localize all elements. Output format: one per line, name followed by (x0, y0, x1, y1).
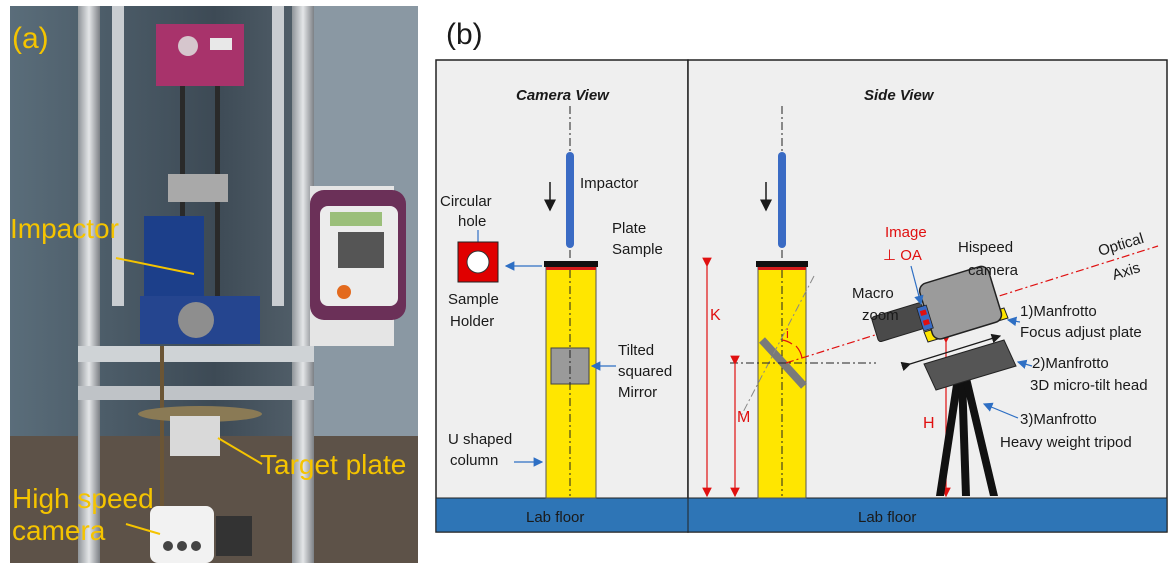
dimension-K-label: K (710, 307, 721, 324)
mirror-label-line3: Mirror (618, 384, 657, 401)
top-clamp-hole (178, 36, 198, 56)
panel-b-label: (b) (446, 18, 483, 51)
plate-label-line2: Sample (612, 241, 663, 258)
focus-plate-pointer (1006, 316, 1021, 327)
sample-holder-line2: Holder (450, 313, 494, 330)
sample-holder-line1: Sample (448, 291, 499, 308)
plate-label-line1: Plate (612, 220, 646, 237)
lower-table (78, 346, 314, 362)
lab-floor-right (687, 497, 1168, 533)
macro-zoom-line1: Macro (852, 285, 894, 302)
top-clamp-label (210, 38, 232, 50)
camera-mount (216, 516, 252, 556)
mirror-label-line1: Tilted (618, 342, 654, 359)
tripod-line2: Heavy weight tripod (1000, 434, 1132, 451)
target-plate-pointer (217, 437, 263, 465)
circular-hole-line1: Circular (440, 193, 492, 210)
lab-floor-label-right: Lab floor (858, 509, 916, 526)
camera-view-impactor (566, 152, 574, 248)
impactor-annotation: Impactor (10, 213, 119, 244)
camera-pointer (125, 523, 161, 535)
controller-screen (330, 212, 382, 226)
tripod-pointer (982, 402, 1019, 419)
impactor-rod (160, 346, 164, 563)
column-label-line1: U shaped (448, 431, 512, 448)
tilt-head (923, 339, 1017, 391)
top-clamp-block (156, 24, 244, 86)
mirror-normal (739, 275, 815, 419)
focus-plate-line1: 1)Manfrotto (1020, 303, 1097, 320)
camera-view-title: Camera View (516, 87, 610, 104)
sensor-dot-2 (922, 319, 930, 326)
lower-crossbar (78, 386, 314, 400)
mirror-label-line2: squared (618, 363, 672, 380)
camera-lens-1 (163, 541, 173, 551)
image-pointer (910, 265, 924, 306)
right-rail (292, 6, 314, 563)
gear (178, 302, 214, 338)
crosshead (168, 174, 228, 202)
tilt-adjust-arrow (900, 333, 1002, 372)
hispeed-camera-line2: camera (968, 262, 1019, 279)
target-plate-annotation: Target plate (260, 449, 406, 480)
plate-sample-right-red (758, 267, 806, 270)
lab-floor-left (435, 497, 689, 533)
photo-panel-a: (a) Impactor Target plate High speed cam… (10, 6, 418, 563)
plate-sample-red (546, 267, 596, 270)
column-label-line2: column (450, 452, 498, 469)
target-support (170, 416, 220, 456)
camera-lens-3 (191, 541, 201, 551)
angle-label: i (786, 326, 789, 341)
right-inner-rail (272, 6, 284, 306)
macro-zoom-line2: zoom (862, 307, 899, 324)
camera-annotation-line2: camera (12, 515, 106, 546)
side-view-impactor (778, 152, 786, 248)
tripod-leg-left (936, 378, 962, 496)
plate-sample-left (544, 261, 598, 267)
side-view-title: Side View (864, 87, 935, 104)
impactor-pointer (115, 257, 195, 275)
camera-annotation-line1: High speed (12, 483, 154, 514)
schematic-panel-b: (b) Lab floor Lab floor Camera View Impa… (435, 18, 1168, 533)
target-plate-photo (138, 406, 262, 422)
left-inner-rail (112, 6, 124, 306)
sensor-dot-1 (919, 309, 927, 317)
tilt-head-pointer (1016, 359, 1033, 369)
controller-keypad (338, 232, 384, 268)
dimension-M-label: M (737, 409, 750, 426)
tripod-line1: 3)Manfrotto (1020, 411, 1097, 428)
plate-sample-right (756, 261, 808, 267)
left-rail (78, 6, 100, 563)
image-label-line1: Image (885, 224, 927, 241)
image-label-line2: ⊥ OA (883, 247, 922, 264)
panel-a-label: (a) (12, 22, 49, 55)
circular-hole-line2: hole (458, 213, 486, 230)
dimension-H-label: H (923, 415, 935, 432)
angle-arc-1 (781, 339, 793, 345)
impactor-label-left: Impactor (580, 175, 638, 192)
emergency-button (337, 285, 351, 299)
circular-hole (466, 250, 490, 274)
tripod-leg-mid (958, 378, 970, 496)
camera-lens-2 (177, 541, 187, 551)
hispeed-camera-line1: Hispeed (958, 239, 1013, 256)
tripod-leg-right (962, 378, 998, 496)
focus-plate-line2: Focus adjust plate (1020, 324, 1142, 341)
tilt-head-line2: 3D micro-tilt head (1030, 377, 1148, 394)
lab-floor-label-left: Lab floor (526, 509, 584, 526)
tilt-head-line1: 2)Manfrotto (1032, 355, 1109, 372)
